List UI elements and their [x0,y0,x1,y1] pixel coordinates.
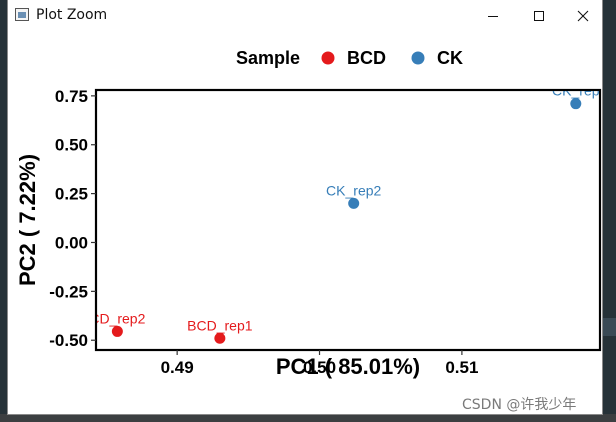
minimize-icon [488,15,498,17]
plot-zoom-window: Plot Zoom Sample B [8,0,602,414]
watermark: CSDN @许我少年 [462,397,577,413]
point-label: CK_rep [552,83,600,99]
x-axis: 0.49 0.50 0.51 [161,350,478,377]
y-axis: 0.75 0.50 0.25 0.00 -0.25 -0.50 [49,87,96,350]
legend-key-ck [411,51,425,65]
legend-title: Sample [236,48,300,68]
y-tick-label: -0.50 [49,331,88,350]
point-bcd [111,325,123,337]
background-right-edge [602,0,616,422]
legend-key-bcd [321,51,335,65]
x-axis-label: PC1 ( 85.01%) [276,354,420,379]
x-tick-label: 0.49 [161,358,194,377]
y-axis-label: PC2 ( 7.22%) [15,154,40,286]
plot-panel [94,88,602,352]
point-ck [570,98,582,110]
legend: Sample BCD CK [236,48,463,68]
y-tick-label: 0.75 [55,87,88,106]
point-bcd [214,332,226,344]
close-icon [577,10,589,21]
point-ck [348,197,360,209]
title-bar[interactable]: Plot Zoom [8,0,602,31]
y-tick-label: 0.25 [55,185,88,204]
close-button[interactable] [560,0,606,31]
point-label: CK_rep2 [326,182,381,198]
background-left-edge [0,0,8,422]
window-title: Plot Zoom [36,7,108,23]
maximize-icon [534,10,544,21]
x-tick-label: 0.50 [303,358,336,377]
minimize-button[interactable] [470,0,516,31]
legend-label-ck: CK [437,48,463,68]
pca-plot: Sample BCD CK 0.750.500.250.00-0.25-0.50 … [15,48,602,379]
y-tick-label: 0.50 [55,136,88,155]
point-label: BCD_rep1 [187,317,253,333]
y-tick-label: 0.00 [55,233,88,252]
point-label: CD_rep2 [89,310,145,326]
app-icon [15,8,29,21]
data-points: CD_rep2 BCD_rep1 CK_rep2 CK_rep [89,83,600,344]
maximize-button[interactable] [516,0,562,31]
y-tick-label: -0.25 [49,282,88,301]
background-bottom-edge [0,414,616,422]
x-tick-label: 0.51 [445,358,478,377]
legend-label-bcd: BCD [347,48,386,68]
